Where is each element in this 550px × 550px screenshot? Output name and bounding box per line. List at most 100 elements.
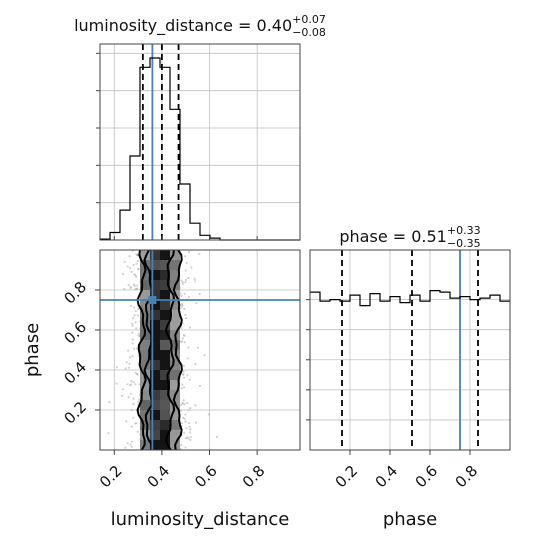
density-scatter-point (128, 356, 132, 359)
density-scatter-point (132, 381, 135, 384)
density-scatter-point (186, 401, 189, 405)
density-scatter-point (184, 281, 187, 284)
density-scatter-point (137, 267, 140, 270)
density-scatter-point (185, 427, 188, 430)
density-cell (150, 350, 160, 360)
density-cell (160, 320, 170, 330)
density-cell (150, 400, 160, 410)
density-scatter-point (187, 409, 190, 412)
density-scatter-point (108, 401, 111, 404)
density-scatter-point (125, 420, 128, 423)
density-scatter-point (132, 402, 135, 405)
density-xtick-label-0: 0.2 (96, 462, 126, 492)
density-cell (170, 310, 180, 320)
density-scatter-point (133, 347, 136, 350)
density-cell (170, 300, 180, 310)
density-scatter-point (180, 302, 183, 306)
title-luminosity-distance-prefix: luminosity_distance = 0.40 (74, 16, 292, 36)
density-scatter-point (189, 326, 192, 329)
density-scatter-point (203, 354, 206, 357)
density-scatter-point (131, 322, 134, 325)
density-scatter-point (180, 422, 183, 425)
density-scatter-point (186, 357, 189, 360)
density-scatter-point (130, 408, 133, 412)
density-cell (150, 390, 160, 400)
hist-phase-xtick-label-1: 0.4 (372, 462, 402, 492)
density-scatter-point (129, 267, 132, 270)
density-scatter-point (194, 404, 197, 407)
density-cell (140, 420, 150, 430)
density-xtick-label-3: 0.8 (239, 462, 269, 492)
density-scatter-point (126, 265, 129, 268)
density-scatter-point (123, 260, 126, 263)
density-cell (150, 300, 160, 310)
density-cell (160, 310, 170, 320)
density-cell (140, 380, 150, 390)
density-scatter-point (215, 435, 218, 438)
density-cell (160, 410, 170, 420)
density-cell (150, 330, 160, 340)
density-scatter-point (194, 363, 197, 366)
density-scatter-point (128, 362, 131, 365)
density-scatter-point (124, 367, 127, 370)
density-cell (160, 440, 170, 450)
density-scatter-point (136, 259, 139, 262)
density-scatter-point (136, 253, 139, 256)
density-scatter-point (131, 342, 134, 345)
density-cell (160, 340, 170, 350)
density-cell (160, 420, 170, 430)
density-scatter-point (130, 445, 133, 448)
density-cell (170, 260, 180, 270)
density-cell (170, 380, 180, 390)
density-scatter-point (132, 416, 135, 419)
density-scatter-point (136, 430, 139, 433)
density-scatter-point (196, 346, 199, 349)
title-phase-minus: −0.35 (447, 237, 481, 250)
density-scatter-point (187, 346, 190, 349)
density-scatter-point (181, 383, 184, 386)
density-scatter-point (129, 384, 132, 387)
density-scatter-point (130, 425, 133, 428)
hist-luminosity-distance-ticks (96, 52, 258, 240)
density-scatter-point (198, 292, 201, 296)
title-phase-prefix: phase = 0.51 (339, 227, 446, 246)
density-scatter-point (126, 442, 129, 445)
density-scatter-point (132, 263, 135, 267)
density-scatter-point (130, 270, 133, 273)
density-cell (150, 430, 160, 440)
density-scatter-point (188, 421, 191, 425)
density-cell (160, 390, 170, 400)
hist-luminosity-distance-frame (99, 43, 301, 241)
hist-phase-grid (310, 250, 510, 450)
title-luminosity-distance: luminosity_distance = 0.40+0.07 −0.08 (74, 13, 326, 39)
density-2d-grid (100, 250, 300, 450)
hist-phase-xtick-label-3: 0.8 (452, 462, 482, 492)
density-scatter-point (126, 383, 129, 386)
density-cell (140, 300, 150, 310)
density-scatter-point (182, 364, 186, 367)
density-cell (160, 350, 170, 360)
density-scatter-point (132, 283, 136, 286)
density-cell (140, 350, 150, 360)
density-cell (160, 250, 170, 260)
hist-phase-y-ticks (306, 299, 310, 421)
density-scatter-point (131, 338, 134, 341)
density-cell (150, 260, 160, 270)
density-cell (150, 410, 160, 420)
density-cell (170, 410, 180, 420)
density-scatter-point (207, 413, 210, 416)
hist-phase-steps (310, 290, 510, 307)
density-scatter-point (183, 341, 186, 344)
density-cell (150, 280, 160, 290)
hist-luminosity-distance-panel: luminosity_distance = 0.40+0.07 −0.08 (74, 13, 326, 241)
density-scatter-point (129, 392, 132, 395)
density-scatter-point (128, 255, 131, 258)
hist-phase-xtick-label-0: 0.2 (332, 462, 362, 492)
density-scatter-point (194, 421, 198, 424)
density-scatter-point (130, 380, 133, 383)
density-scatter-point (129, 443, 132, 446)
density-scatter-point (189, 407, 192, 410)
density-cell (140, 430, 150, 440)
density-ytick-label-3: 0.8 (60, 278, 90, 308)
density-cell (160, 400, 170, 410)
